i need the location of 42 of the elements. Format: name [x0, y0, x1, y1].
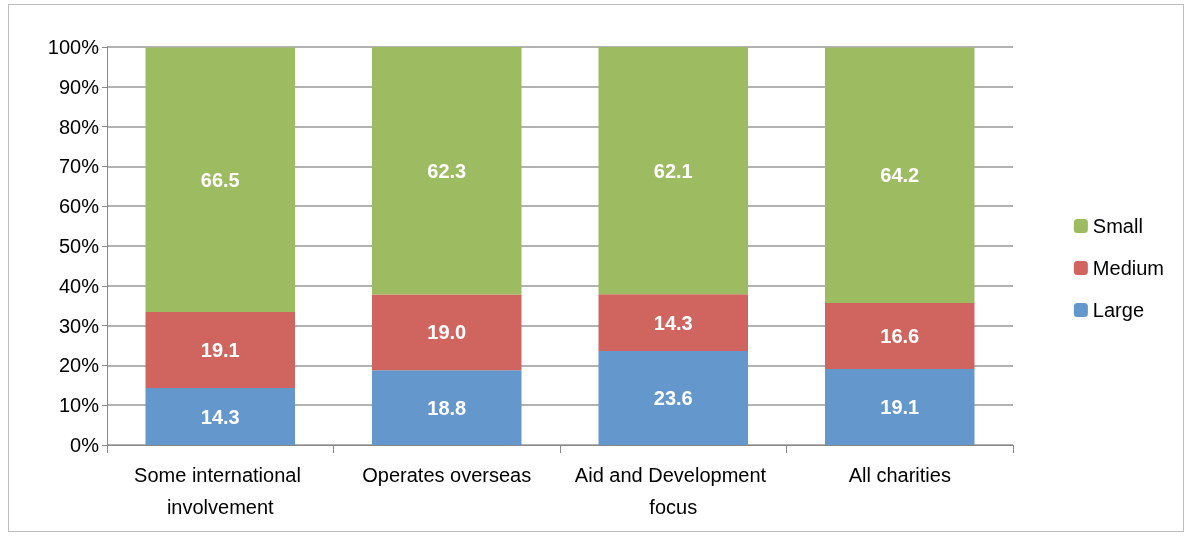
y-tick-label: 60% [58, 195, 100, 218]
bar [598, 294, 748, 352]
bar [145, 312, 295, 389]
bar [372, 294, 522, 371]
y-tick-label: 80% [58, 115, 100, 138]
bar [825, 47, 975, 303]
data-label: 16.6 [880, 324, 920, 347]
x-tick-label: Some international involvement [134, 464, 307, 518]
bar [598, 47, 748, 295]
y-tick-label: 100% [47, 36, 100, 58]
data-label: 18.8 [427, 396, 467, 419]
bar [825, 302, 975, 369]
y-tick-label: 20% [58, 354, 100, 377]
bar [372, 370, 522, 445]
y-tick-label: 90% [58, 75, 100, 98]
y-tick-label: 30% [58, 314, 100, 337]
bar [145, 47, 295, 313]
legend-label: Small [1092, 215, 1143, 237]
x-tick-label: All charities [848, 464, 951, 486]
x-tick-label: Operates overseas [362, 464, 532, 486]
y-tick-label: 10% [58, 394, 100, 417]
data-label: 62.1 [653, 159, 693, 182]
data-label: 64.2 [880, 164, 920, 187]
legend-label: Large [1092, 299, 1145, 321]
data-label: 19.1 [200, 339, 240, 362]
data-label: 66.5 [200, 168, 240, 191]
data-label: 62.3 [427, 159, 467, 182]
data-label: 19.1 [880, 395, 920, 418]
y-tick-label: 40% [58, 274, 100, 297]
y-tick-label: 0% [70, 434, 100, 456]
legend-label: Medium [1092, 257, 1165, 279]
data-label: 14.3 [653, 311, 693, 334]
bar [598, 351, 748, 445]
x-tick-label: Aid and Development focus [574, 464, 772, 518]
data-label: 14.3 [200, 405, 240, 428]
y-tick-label: 70% [58, 155, 100, 178]
bar [145, 388, 295, 445]
bar [825, 368, 975, 445]
y-tick-label: 50% [58, 235, 100, 257]
data-label: 23.6 [653, 387, 693, 410]
bar [372, 47, 522, 295]
data-label: 19.0 [427, 321, 467, 344]
